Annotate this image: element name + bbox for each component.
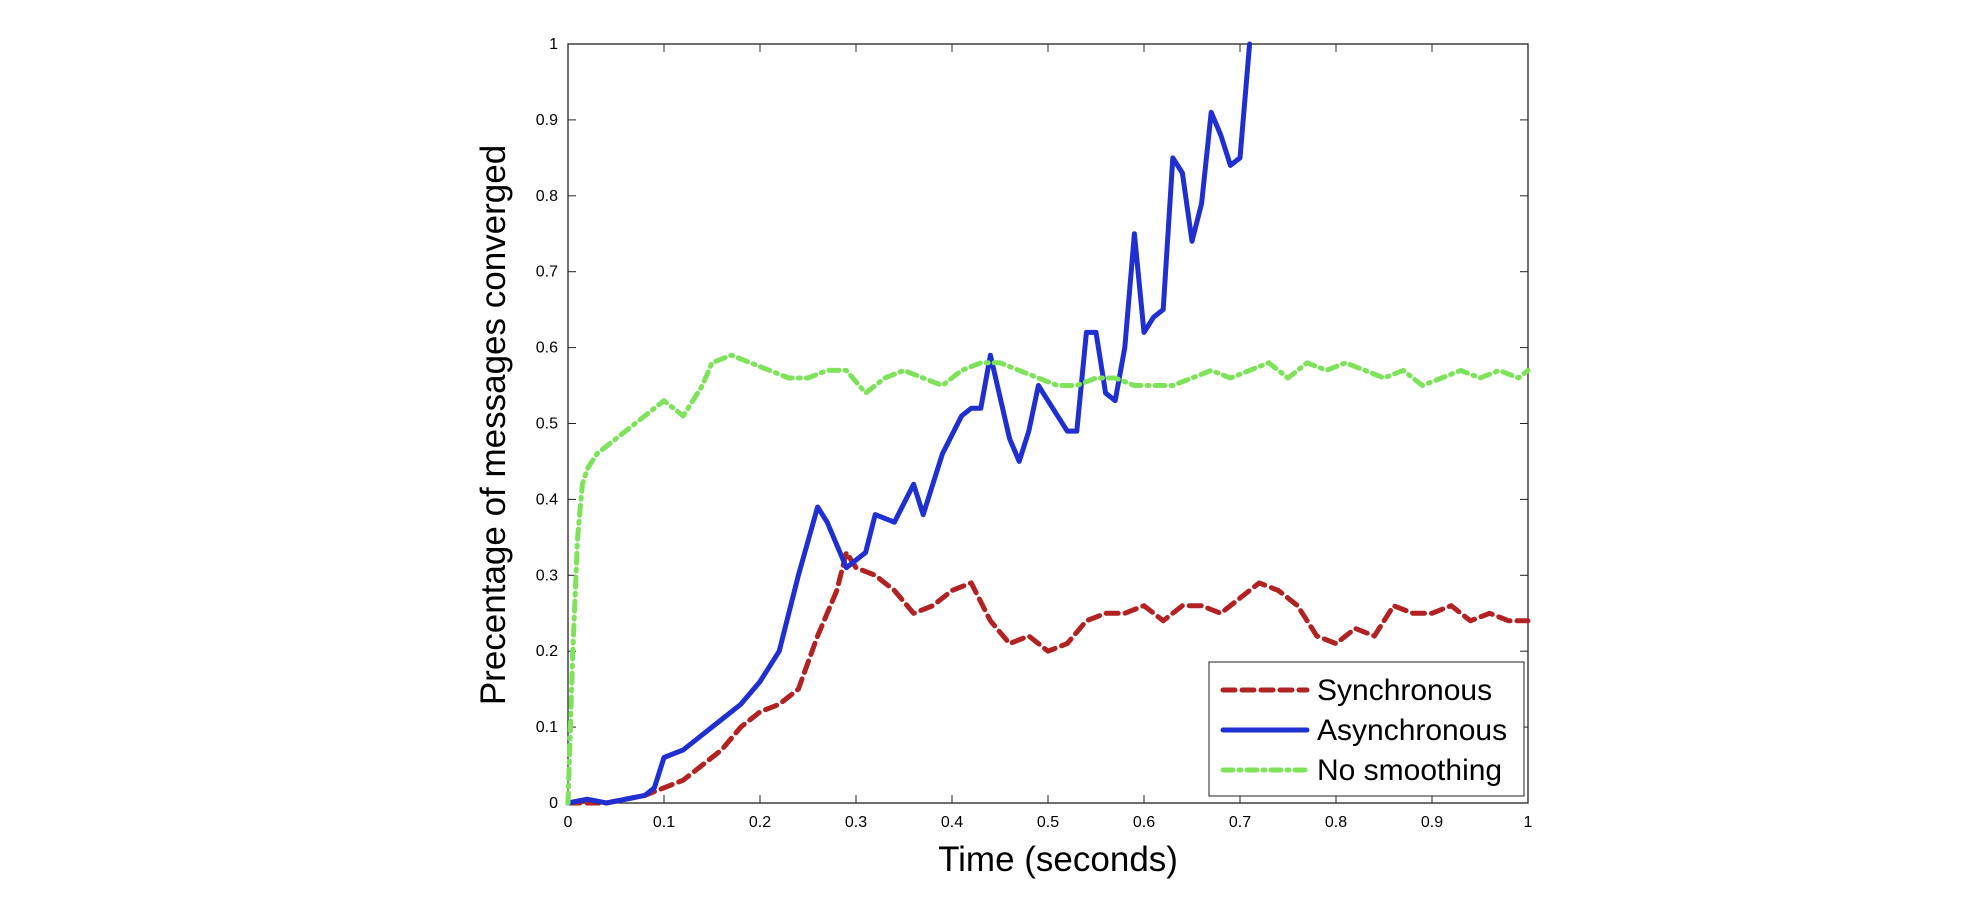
y-tick-label: 0.7 — [536, 264, 558, 281]
legend-label-no-smoothing: No smoothing — [1317, 754, 1502, 787]
series-line-synchronous — [565, 550, 1531, 806]
legend-label-synchronous: Synchronous — [1317, 674, 1492, 707]
y-tick-label: 1 — [549, 36, 558, 53]
y-tick-label: 0.6 — [536, 340, 558, 357]
x-tick-label: 0.7 — [1229, 814, 1251, 831]
x-tick-label: 0.5 — [1037, 814, 1059, 831]
y-tick-label: 0.8 — [536, 188, 558, 205]
x-tick-label: 1 — [1524, 814, 1533, 831]
y-tick-label: 0.9 — [536, 112, 558, 129]
axes-layer: 0 0.1 0.2 0.3 0.4 0.5 0.6 0.7 0.8 0.9 1 0 0.1 0.2 0.3 0… — [536, 36, 1533, 831]
x-axis-label: Time (seconds) — [938, 840, 1178, 879]
legend-box — [1208, 661, 1525, 797]
x-tick-label: 0.4 — [941, 814, 963, 831]
y-axis-label: Precentage of messages converged — [474, 145, 513, 705]
x-tick-label: 0.1 — [653, 814, 675, 831]
x-tick-label: 0.9 — [1421, 814, 1443, 831]
y-tick-label: 0.4 — [536, 491, 558, 508]
y-tick-label: 0.3 — [536, 567, 558, 584]
series-line-no-smoothing — [565, 352, 1531, 806]
y-tick-label: 0 — [549, 795, 558, 812]
series-layer — [565, 41, 1531, 806]
x-tick-label: 0 — [564, 814, 573, 831]
legend: Synchronous Asynchronous No smoothing — [1208, 661, 1525, 797]
x-tick-label: 0.2 — [749, 814, 771, 831]
x-tick-label: 0.8 — [1325, 814, 1347, 831]
legend-label-asynchronous: Asynchronous — [1317, 714, 1507, 747]
y-tick-label: 0.1 — [536, 719, 558, 736]
x-tick-label: 0.3 — [845, 814, 867, 831]
y-tick-label: 0.2 — [536, 643, 558, 660]
series-line-asynchronous — [565, 41, 1253, 806]
x-tick-label: 0.6 — [1133, 814, 1155, 831]
y-tick-label: 0.5 — [536, 416, 558, 433]
